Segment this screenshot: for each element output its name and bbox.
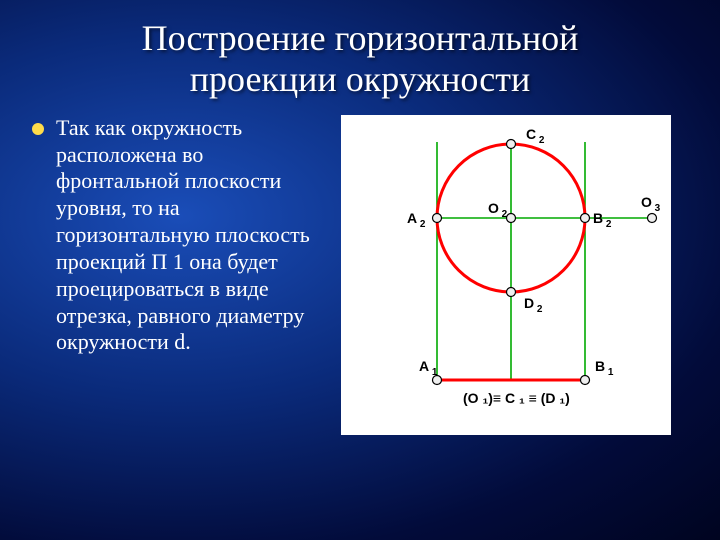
svg-text:O 2: O 2 (488, 200, 508, 220)
svg-text:B 2: B 2 (593, 210, 612, 230)
bullet-item: Так как окружность расположена во фронта… (32, 115, 327, 356)
svg-text:B 1: B 1 (595, 358, 614, 378)
diagram-column: A 2 O 2 B 2 C 2 D 2 O 3 A 1 B 1 (O ₁)≡ С ₁ ≡ (D … (341, 115, 671, 435)
svg-text:A 1: A 1 (419, 358, 438, 378)
geometry-diagram: A 2 O 2 B 2 C 2 D 2 O 3 A 1 B 1 (O ₁)≡ С ₁ ≡ (D … (341, 115, 671, 435)
paragraph: Так как окружность расположена во фронта… (56, 115, 327, 356)
content-row: Так как окружность расположена во фронта… (0, 109, 720, 435)
bullet-icon (32, 123, 44, 135)
svg-text:D 2: D 2 (524, 295, 543, 315)
svg-text:C 2: C 2 (526, 126, 545, 146)
title-line1: Построение горизонтальной (142, 18, 579, 58)
title-line2: проекции окружности (190, 59, 531, 99)
slide-title: Построение горизонтальной проекции окруж… (0, 0, 720, 109)
text-column: Так как окружность расположена во фронта… (32, 115, 327, 435)
svg-text:A 2: A 2 (407, 210, 426, 230)
svg-text:(O ₁)≡ С ₁ ≡ (D ₁): (O ₁)≡ С ₁ ≡ (D ₁) (463, 390, 570, 406)
svg-text:O 3: O 3 (641, 194, 661, 214)
